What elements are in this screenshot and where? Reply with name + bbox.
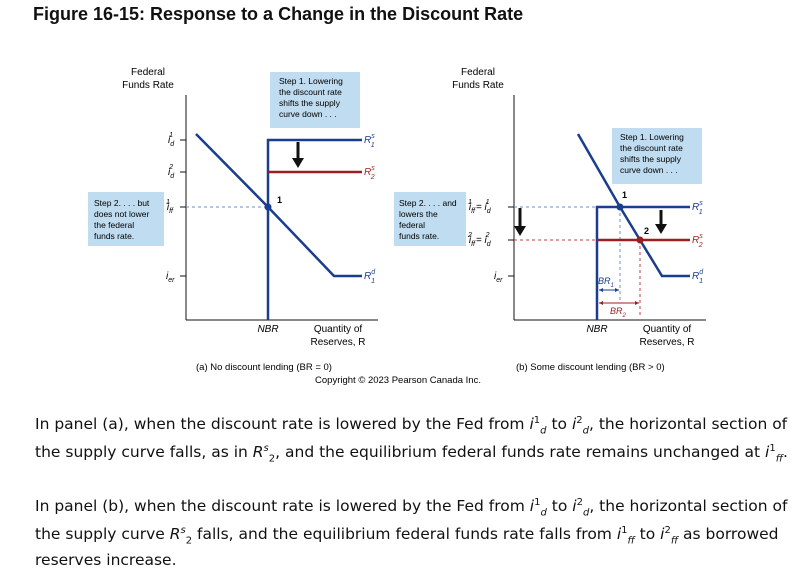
panel-a: Federal Funds Rate Step 1. Lowering the … — [88, 67, 378, 373]
panel-a-label-rs1: Rs 1 — [364, 133, 375, 149]
panel-b-tick-upper: iff1 = id1 — [468, 199, 492, 215]
panel-a-y-label-1: Federal — [131, 67, 165, 78]
panel-a-tick-iff1: iff1 — [166, 199, 174, 215]
panel-a-label-rd1: Rd 1 — [364, 269, 376, 285]
panel-b-br1: BR1 — [598, 276, 614, 289]
panel-b-shift-arrow — [655, 224, 667, 234]
panel-a-caption: (a) No discount lending (BR = 0) — [196, 362, 332, 373]
panel-b-y-label-2: Funds Rate — [452, 80, 504, 91]
panel-b-point-1 — [616, 203, 624, 211]
panel-a-point-1 — [264, 203, 272, 211]
panel-a-tick-id1: id1 — [168, 132, 175, 148]
panel-a-x-label-1: Quantity of — [314, 324, 363, 335]
figure-title: Figure 16-15: Response to a Change in th… — [33, 4, 524, 24]
paragraph-1: In panel (a), when the discount rate is … — [35, 415, 788, 465]
panel-a-step1-text: Step 1. Lowering the discount rate shift… — [279, 76, 345, 119]
panel-b-step2-note — [394, 192, 466, 246]
panel-b-point-2-label: 2 — [644, 226, 649, 236]
panel-a-tick-id2: id2 — [168, 164, 175, 180]
paragraph-2: In panel (b), when the discount rate is … — [35, 497, 788, 569]
panel-a-x-label-2: Reserves, R — [310, 337, 365, 348]
panel-b-supply-rs1 — [595, 205, 690, 320]
panel-a-label-rs2: Rs 2 — [364, 165, 375, 181]
panel-b-label-rs1: Rs 1 — [692, 200, 703, 216]
panel-b-point-2 — [636, 236, 644, 244]
panel-a-y-label-2: Funds Rate — [122, 80, 174, 91]
panel-a-step1-note — [270, 72, 360, 128]
panel-b-tick-lower: iff2 = id2 — [467, 232, 492, 248]
panel-b-x-label-2: Reserves, R — [639, 337, 694, 348]
panel-a-x-tick-nbr: NBR — [257, 324, 278, 335]
panel-b-x-tick-nbr: NBR — [586, 324, 607, 335]
panel-a-step2-text: Step 2. . . . but does not lower the fed… — [94, 198, 152, 241]
panel-b-y-label-1: Federal — [461, 67, 495, 78]
panel-b-point-1-label: 1 — [622, 190, 627, 200]
panel-b-br2: BR2 — [610, 306, 627, 319]
panel-b-caption: (b) Some discount lending (BR > 0) — [516, 362, 665, 373]
panel-b-tick-ier: ier — [494, 271, 503, 284]
panel-b-left-arrow — [514, 226, 526, 236]
panel-a-demand-rd1 — [195, 133, 362, 278]
panel-a-point-1-label: 1 — [277, 195, 282, 205]
panel-b-step1-note — [612, 128, 702, 184]
panel-b-step2-text: Step 2. . . . and lowers the federal fun… — [399, 198, 459, 241]
panel-b-step1-text: Step 1. Lowering the discount rate shift… — [620, 132, 686, 175]
panel-a-step2-note — [88, 192, 164, 246]
panel-a-supply-rs1 — [266, 138, 362, 320]
panel-b-label-rs2: Rs 2 — [692, 233, 703, 249]
panel-b-x-label-1: Quantity of — [643, 324, 692, 335]
figure-diagram: Federal Funds Rate Step 1. Lowering the … — [88, 67, 706, 386]
panel-b: Federal Funds Rate Step 1. Lowering the … — [394, 67, 706, 373]
panel-a-shift-arrow — [292, 158, 304, 168]
panel-b-label-rd1: Rd 1 — [692, 269, 704, 285]
panel-a-tick-ier: ier — [166, 271, 175, 284]
copyright: Copyright © 2023 Pearson Canada Inc. — [315, 375, 481, 386]
